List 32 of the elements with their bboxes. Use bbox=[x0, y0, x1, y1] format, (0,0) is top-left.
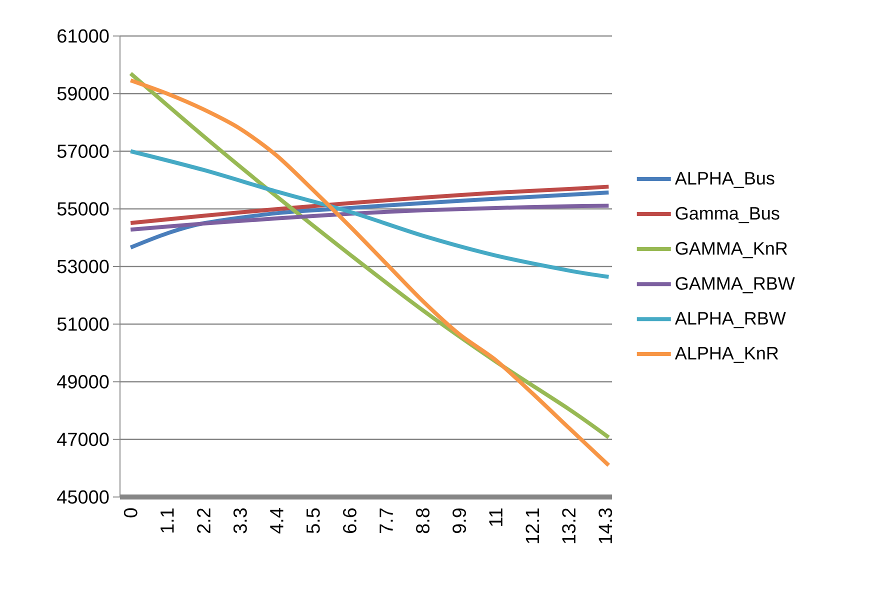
x-tick-label: 11 bbox=[489, 508, 502, 526]
x-tick-label: 14.3 bbox=[598, 508, 612, 544]
y-tick-label: 45000 bbox=[57, 490, 109, 504]
line-series bbox=[128, 184, 611, 225]
legend-label: Gamma_Bus bbox=[676, 206, 780, 224]
line-series bbox=[128, 149, 611, 279]
x-tick-label: 5.5 bbox=[306, 508, 320, 534]
y-tick-label: 59000 bbox=[57, 86, 109, 100]
x-tick-label: 7.7 bbox=[380, 508, 393, 533]
legend-label: ALPHA_RBW bbox=[674, 312, 786, 328]
legend-label: GAMMA_KnR bbox=[676, 242, 788, 258]
y-tick-label: 55000 bbox=[57, 202, 109, 216]
y-tick-label: 57000 bbox=[57, 144, 109, 158]
x-tick-label: 0 bbox=[124, 508, 138, 518]
y-tick-label: 47000 bbox=[57, 432, 109, 446]
legend-label: ALPHA_Bus bbox=[674, 172, 774, 188]
y-tick-label: 49000 bbox=[57, 375, 109, 388]
x-tick-label: 4.4 bbox=[270, 508, 284, 534]
x-tick-label: 1.1 bbox=[160, 508, 174, 533]
x-tick-label: 9.9 bbox=[452, 508, 466, 534]
x-tick-label: 2.2 bbox=[197, 508, 210, 533]
legend-label: ALPHA_KnR bbox=[674, 347, 778, 364]
legend-label: GAMMA_RBW bbox=[676, 277, 795, 294]
x-tick-label: 13.2 bbox=[562, 508, 576, 544]
x-tick-label: 3.3 bbox=[233, 508, 247, 534]
line-series bbox=[128, 204, 611, 232]
x-tick-label: 6.6 bbox=[343, 508, 356, 533]
y-tick-label: 51000 bbox=[57, 317, 109, 331]
x-tick-label: 12.1 bbox=[526, 508, 539, 544]
x-tick-label: 8.8 bbox=[416, 508, 430, 534]
y-tick-label: 53000 bbox=[57, 260, 109, 274]
y-tick-label: 61000 bbox=[58, 29, 109, 43]
